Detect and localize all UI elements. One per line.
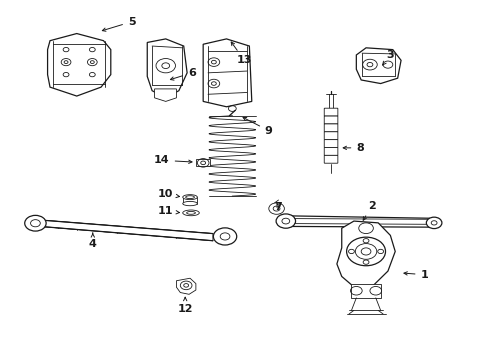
- Text: 11: 11: [158, 206, 179, 216]
- Ellipse shape: [183, 202, 197, 206]
- Text: 1: 1: [403, 270, 427, 280]
- Text: 4: 4: [89, 233, 97, 249]
- Polygon shape: [40, 220, 212, 241]
- Text: 3: 3: [382, 50, 393, 65]
- Circle shape: [213, 228, 236, 245]
- Text: 7: 7: [274, 202, 282, 212]
- Polygon shape: [356, 48, 400, 84]
- FancyBboxPatch shape: [324, 156, 337, 163]
- Polygon shape: [203, 39, 251, 107]
- Polygon shape: [336, 221, 394, 289]
- FancyBboxPatch shape: [324, 124, 337, 132]
- Text: 5: 5: [102, 17, 135, 31]
- Polygon shape: [351, 284, 380, 298]
- Text: 14: 14: [154, 156, 192, 165]
- FancyBboxPatch shape: [324, 108, 337, 116]
- Circle shape: [276, 214, 295, 228]
- Circle shape: [426, 217, 441, 229]
- Text: 13: 13: [231, 42, 252, 65]
- FancyBboxPatch shape: [324, 148, 337, 156]
- Polygon shape: [147, 39, 187, 98]
- Polygon shape: [47, 33, 111, 96]
- Ellipse shape: [186, 211, 195, 214]
- Polygon shape: [176, 278, 196, 294]
- Text: 10: 10: [158, 189, 179, 199]
- Ellipse shape: [183, 210, 199, 216]
- Circle shape: [25, 215, 46, 231]
- Polygon shape: [281, 216, 433, 227]
- Ellipse shape: [183, 195, 197, 200]
- Text: 2: 2: [363, 201, 375, 220]
- FancyBboxPatch shape: [324, 116, 337, 124]
- Text: 8: 8: [343, 143, 364, 153]
- FancyBboxPatch shape: [324, 132, 337, 140]
- Ellipse shape: [185, 196, 194, 199]
- Polygon shape: [196, 159, 210, 166]
- Text: 9: 9: [243, 117, 272, 136]
- Polygon shape: [154, 89, 176, 102]
- Text: 12: 12: [177, 297, 193, 314]
- FancyBboxPatch shape: [324, 140, 337, 148]
- Text: 6: 6: [170, 68, 196, 80]
